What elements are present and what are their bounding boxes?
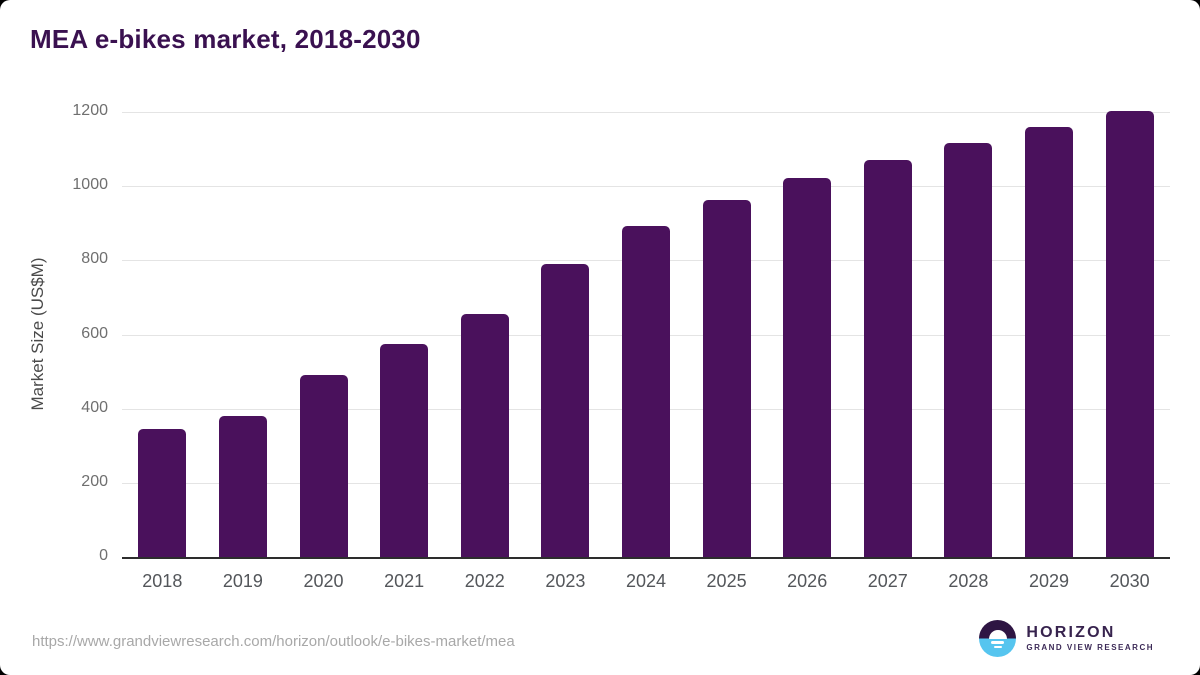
logo-subbrand: GRAND VIEW RESEARCH bbox=[1026, 643, 1154, 652]
bar-slot-2026 bbox=[767, 112, 848, 557]
horizon-logo: HORIZON GRAND VIEW RESEARCH bbox=[979, 620, 1154, 657]
x-tick-label-2028: 2028 bbox=[948, 571, 989, 591]
wave-icon bbox=[991, 641, 1005, 644]
x-tick-label-2029: 2029 bbox=[1028, 571, 1070, 591]
x-tick-label-2027: 2027 bbox=[867, 571, 908, 591]
bar-2025 bbox=[702, 200, 751, 557]
y-axis-title: Market Size (US$M) bbox=[28, 257, 47, 411]
y-tick-label: 200 bbox=[81, 472, 108, 490]
x-tick-label-2022: 2022 bbox=[464, 571, 505, 591]
bar-slot-2027 bbox=[847, 112, 928, 557]
x-tick-label-2023: 2023 bbox=[545, 571, 586, 591]
bar-2018 bbox=[138, 429, 187, 557]
bar-2028 bbox=[944, 142, 993, 557]
bar-slot-2025 bbox=[686, 112, 767, 557]
chart-title: MEA e-bikes market, 2018-2030 bbox=[30, 24, 421, 54]
logo-brand: HORIZON bbox=[1026, 624, 1116, 641]
x-tick-label-2026: 2026 bbox=[787, 571, 828, 591]
plot-area: 0 200 400 600 800 1000 1200 bbox=[72, 102, 1170, 564]
bar-slot-2022 bbox=[444, 112, 525, 557]
grid-line bbox=[122, 186, 1170, 188]
bar-slot-2019 bbox=[203, 112, 284, 557]
bar-slot-2024 bbox=[606, 112, 687, 557]
bar-2022 bbox=[460, 314, 509, 557]
bar-2024 bbox=[621, 226, 670, 557]
y-tick-label: 1200 bbox=[72, 102, 108, 119]
horizon-logo-icon bbox=[979, 620, 1017, 657]
bar-2029 bbox=[1025, 126, 1073, 557]
x-tick-label-2030: 2030 bbox=[1109, 571, 1150, 591]
bar-2021 bbox=[380, 343, 429, 557]
bar-slot-2020 bbox=[283, 112, 364, 557]
y-tick-label: 0 bbox=[99, 547, 108, 564]
bar-2030 bbox=[1105, 111, 1154, 557]
y-tick-label: 1000 bbox=[72, 176, 108, 194]
y-tick-label: 400 bbox=[81, 398, 108, 416]
x-tick-label-2024: 2024 bbox=[625, 571, 666, 591]
bar-slot-2018 bbox=[122, 112, 203, 557]
logo-text: HORIZON GRAND VIEW RESEARCH bbox=[1026, 625, 1154, 652]
grid-line bbox=[122, 112, 1170, 113]
y-tick-label: 600 bbox=[81, 324, 108, 342]
wave-icon bbox=[993, 645, 1002, 648]
bar-slot-2029 bbox=[1009, 112, 1090, 557]
x-tick-label-2018: 2018 bbox=[142, 571, 183, 591]
sun-icon bbox=[988, 629, 1007, 639]
bar-2026 bbox=[783, 178, 832, 557]
bar-slot-2028 bbox=[928, 112, 1009, 557]
x-tick-label-2019: 2019 bbox=[222, 571, 263, 591]
bars-layer bbox=[122, 111, 1170, 557]
bar-2023 bbox=[541, 264, 590, 557]
y-tick-label: 800 bbox=[81, 250, 108, 268]
x-tick-label-2020: 2020 bbox=[303, 571, 344, 591]
bar-2020 bbox=[299, 375, 348, 557]
x-tick-label-2025: 2025 bbox=[706, 571, 747, 591]
bar-slot-2021 bbox=[364, 112, 445, 557]
x-tick-label-2021: 2021 bbox=[384, 571, 425, 591]
bar-slot-2030 bbox=[1089, 111, 1170, 557]
bar-slot-2023 bbox=[525, 112, 606, 557]
bar-2027 bbox=[863, 159, 912, 557]
source-url: https://www.grandviewresearch.com/horizo… bbox=[32, 633, 515, 650]
x-axis-ticks: 2018 2019 2020 2021 2022 2023 2024 2025 2026 2027… bbox=[122, 571, 1170, 592]
bar-2019 bbox=[218, 415, 267, 557]
